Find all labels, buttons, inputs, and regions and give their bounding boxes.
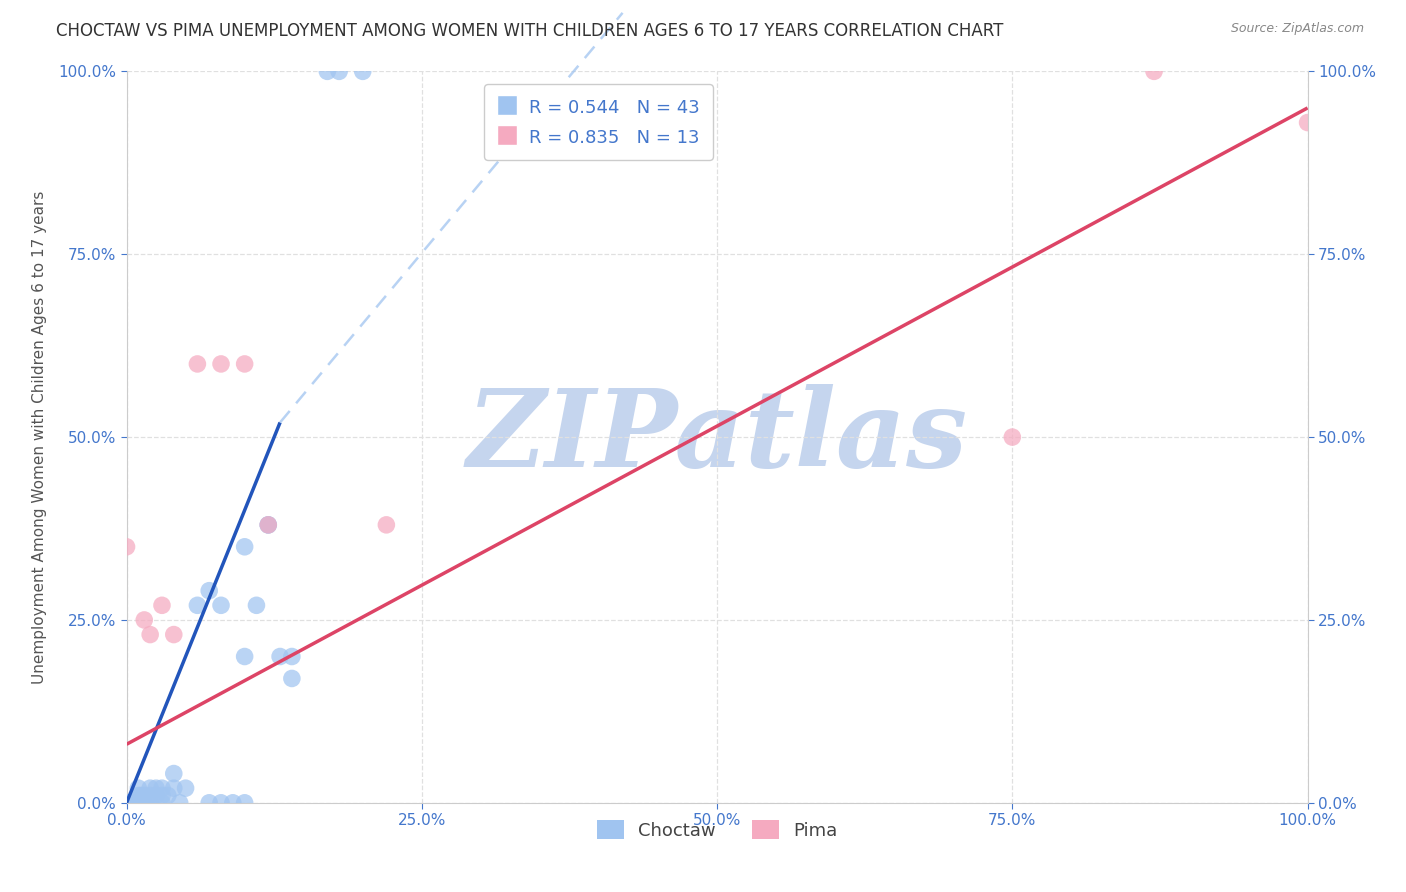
Point — [328, 64, 350, 78]
Point — [233, 357, 256, 371]
Point — [163, 766, 186, 780]
Point — [233, 796, 256, 810]
Point — [209, 599, 232, 613]
Point — [209, 796, 232, 810]
Point — [257, 517, 280, 532]
Point — [245, 599, 267, 613]
Point — [115, 796, 138, 810]
Point — [209, 357, 232, 371]
Point — [121, 796, 143, 810]
Point — [174, 781, 197, 796]
Point — [125, 796, 148, 810]
Point — [129, 789, 152, 803]
Point — [139, 796, 162, 810]
Point — [127, 789, 149, 803]
Point — [127, 796, 149, 810]
Point — [163, 781, 186, 796]
Point — [352, 64, 374, 78]
Legend: Choctaw, Pima: Choctaw, Pima — [588, 811, 846, 848]
Point — [139, 781, 162, 796]
Point — [281, 649, 304, 664]
Point — [129, 796, 152, 810]
Point — [233, 649, 256, 664]
Point — [115, 540, 138, 554]
Point — [127, 781, 149, 796]
Point — [198, 583, 221, 598]
Point — [169, 796, 191, 810]
Point — [1296, 115, 1319, 129]
Point — [134, 796, 156, 810]
Point — [150, 789, 173, 803]
Point — [375, 517, 398, 532]
Point — [257, 517, 280, 532]
Y-axis label: Unemployment Among Women with Children Ages 6 to 17 years: Unemployment Among Women with Children A… — [32, 190, 46, 684]
Point — [1143, 64, 1166, 78]
Point — [233, 540, 256, 554]
Point — [121, 796, 143, 810]
Point — [139, 627, 162, 641]
Point — [222, 796, 245, 810]
Point — [115, 796, 138, 810]
Point — [150, 781, 173, 796]
Point — [163, 627, 186, 641]
Point — [257, 517, 280, 532]
Point — [134, 613, 156, 627]
Point — [145, 781, 167, 796]
Point — [134, 789, 156, 803]
Text: CHOCTAW VS PIMA UNEMPLOYMENT AMONG WOMEN WITH CHILDREN AGES 6 TO 17 YEARS CORREL: CHOCTAW VS PIMA UNEMPLOYMENT AMONG WOMEN… — [56, 22, 1004, 40]
Point — [1001, 430, 1024, 444]
Point — [316, 64, 339, 78]
Point — [139, 789, 162, 803]
Point — [269, 649, 291, 664]
Point — [281, 672, 304, 686]
Point — [186, 599, 208, 613]
Point — [156, 789, 179, 803]
Text: Source: ZipAtlas.com: Source: ZipAtlas.com — [1230, 22, 1364, 36]
Point — [186, 357, 208, 371]
Point — [145, 789, 167, 803]
Point — [150, 599, 173, 613]
Point — [150, 796, 173, 810]
Text: ZIPatlas: ZIPatlas — [467, 384, 967, 490]
Point — [198, 796, 221, 810]
